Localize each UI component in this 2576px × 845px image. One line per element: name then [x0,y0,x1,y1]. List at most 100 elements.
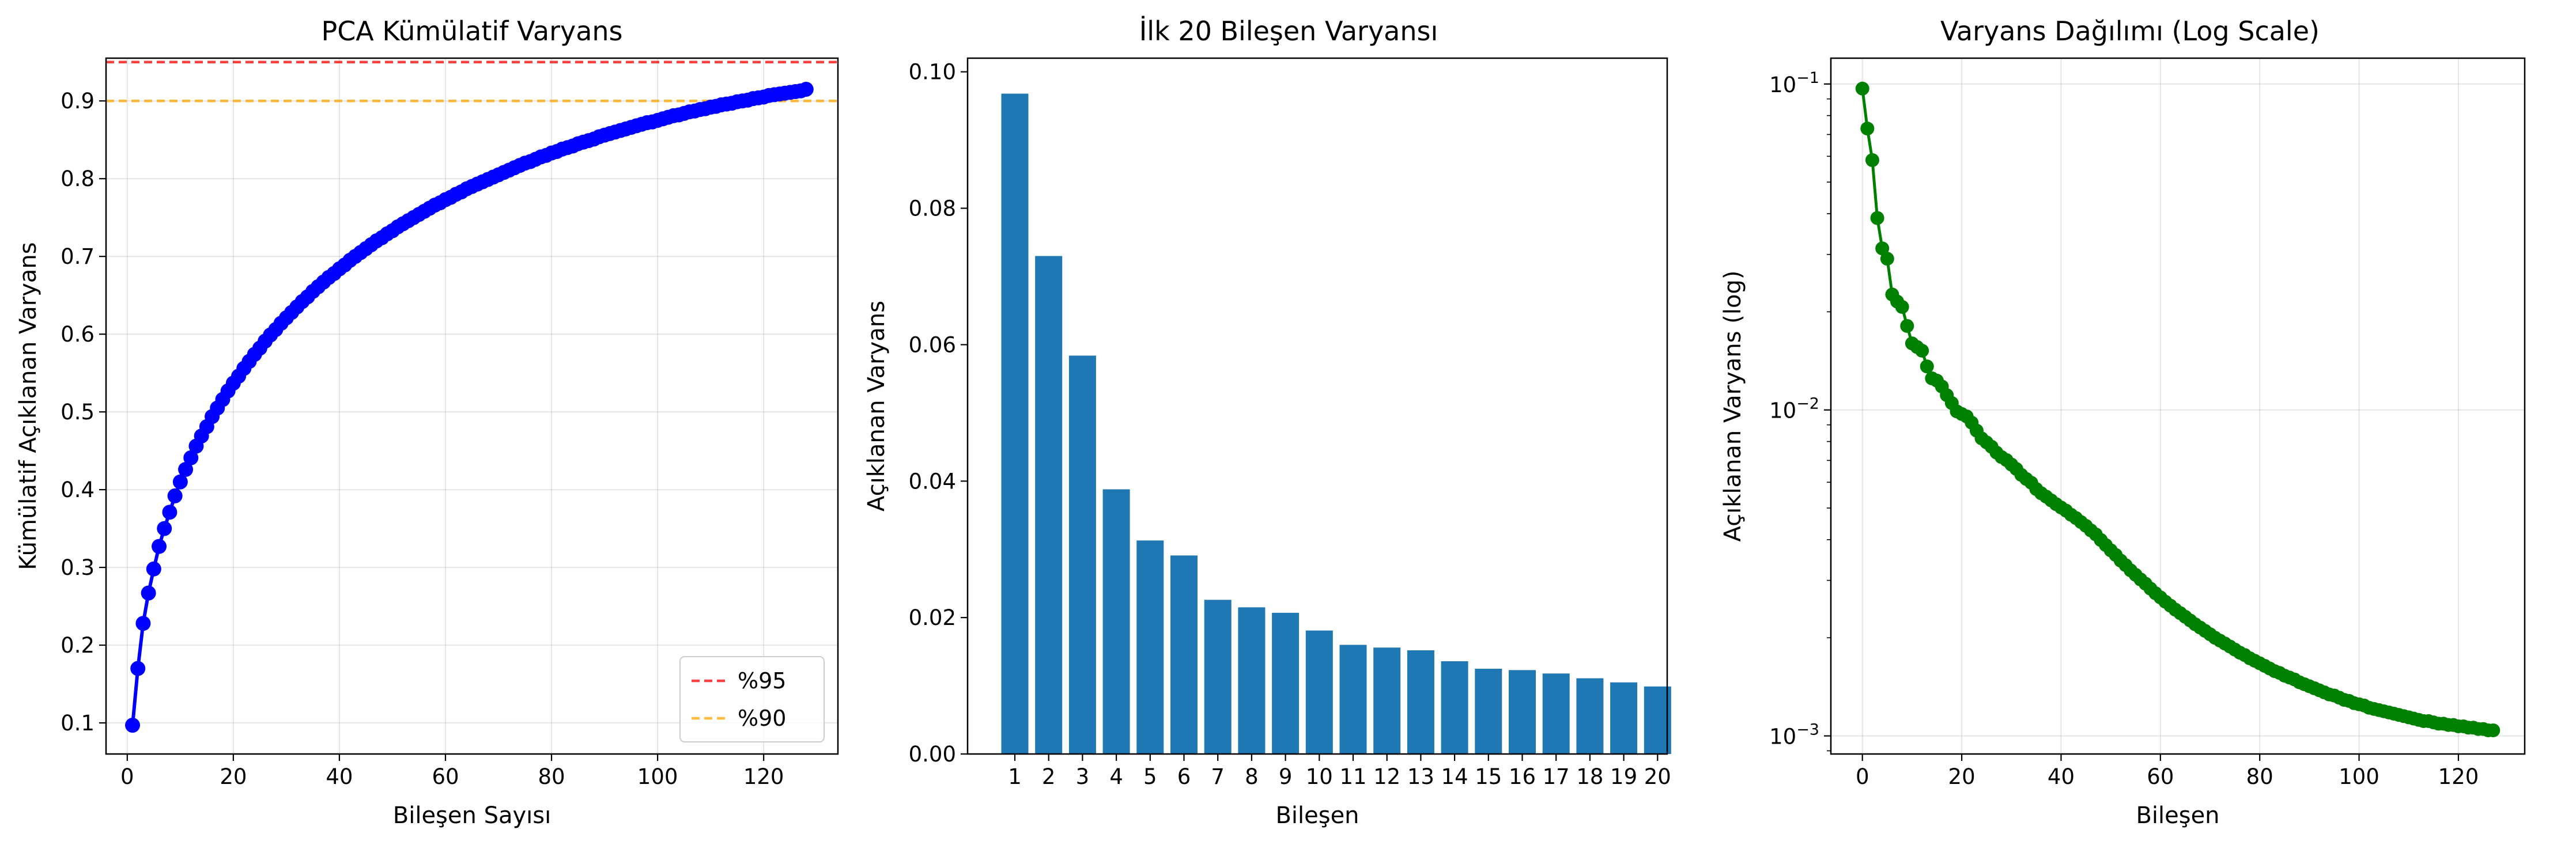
y-axis-label: Kümülatif Açıklanan Varyans [15,242,41,570]
bar [1001,93,1029,754]
y-tick-label: 0.9 [61,89,95,113]
x-tick-label: 14 [1441,764,1468,789]
x-tick-label: 9 [1279,764,1293,789]
data-point [798,81,814,97]
legend-label-95: %95 [738,668,786,694]
bar [1610,682,1638,754]
bar [1170,555,1198,754]
x-tick-label: 80 [538,764,565,789]
x-tick-label: 100 [2339,764,2379,789]
chart-title: İlk 20 Bileşen Varyansı [1139,16,1438,47]
bar [1542,673,1570,754]
y-tick-label: 0.10 [909,60,956,85]
x-tick-label: 1 [1008,764,1022,789]
bar [1102,489,1130,754]
y-tick-label: 0.02 [909,605,956,630]
data-point [1895,300,1909,314]
x-tick-label: 18 [1576,764,1603,789]
x-axis-label: Bileşen Sayısı [393,802,551,829]
data-point [146,561,161,577]
x-tick-label: 13 [1407,764,1434,789]
bar [1068,355,1096,754]
data-point [1915,343,1929,358]
log-variance-chart: Varyans Dağılımı (Log Scale) 0 20 40 60 80 10… [1720,16,2526,829]
bar [1441,661,1468,754]
bar [1136,540,1164,754]
plot-frame [966,57,1668,755]
data-point [152,539,167,554]
chart-title: Varyans Dağılımı (Log Scale) [1940,16,2320,47]
x-tick-label: 60 [2147,764,2174,789]
data-point [1875,241,1890,256]
x-tick-label: 11 [1339,764,1366,789]
bar [1576,678,1604,754]
y-tick-label: 0.8 [61,166,95,191]
x-tick-label: 20 [1644,764,1671,789]
data-point [167,488,183,503]
y-tick-label: 10−2 [1769,395,1819,423]
y-tick-label: 0.00 [909,742,956,767]
y-tick-label: 0.5 [61,400,95,425]
data-point [130,661,146,676]
y-tick-label: 10−1 [1769,69,1819,97]
y-tick-label: 0.08 [909,196,956,221]
x-tick-label: 7 [1211,764,1225,789]
x-tick-label: 12 [1373,764,1400,789]
x-tick-label: 17 [1543,764,1570,789]
y-tick-label: 0.04 [909,469,956,494]
bar [1509,670,1536,754]
y-axis-label: Açıklanan Varyans (log) [1720,271,1746,542]
legend-label-90: %90 [738,706,786,731]
data-point [1855,81,1869,96]
y-tick-label: 10−3 [1769,721,1819,749]
x-tick-label: 15 [1475,764,1502,789]
y-tick-label: 0.4 [61,478,95,502]
x-tick-label: 40 [2048,764,2075,789]
x-tick-label: 2 [1042,764,1056,789]
first-20-components-bar-chart: İlk 20 Bileşen Varyansı 1 2 3 4 5 6 7 8 9 10 11 12 1… [863,16,1671,829]
bar [1204,600,1232,754]
data-point [2486,723,2501,737]
data-point [157,521,172,536]
x-tick-label: 8 [1245,764,1259,789]
x-tick-label: 100 [637,764,678,789]
data-point [162,505,177,520]
data-point [1880,252,1894,266]
data-point [1900,319,1914,333]
y-tick-label: 0.3 [61,555,95,580]
bar [1305,630,1333,754]
legend-box [679,656,825,742]
y-tick-label: 0.06 [909,332,956,357]
x-tick-label: 3 [1076,764,1090,789]
data-point [1860,122,1875,136]
x-tick-label: 0 [120,764,134,789]
data-point [135,616,151,631]
y-tick-label: 0.2 [61,633,95,658]
chart-title: PCA Kümülatif Varyans [321,16,622,47]
x-tick-label: 80 [2246,764,2273,789]
plot-frame [105,57,839,755]
x-tick-label: 6 [1177,764,1191,789]
y-tick-label: 0.6 [61,322,95,347]
data-point [141,585,156,601]
data-point [183,450,199,465]
x-tick-label: 20 [220,764,247,789]
x-tick-label: 16 [1509,764,1536,789]
data-point [125,718,141,733]
y-tick-label: 0.1 [61,711,95,736]
data-point [1870,211,1884,225]
x-tick-label: 120 [743,764,784,789]
data-point [1865,153,1879,167]
x-tick-label: 60 [432,764,459,789]
x-axis-label: Bileşen [2136,802,2219,829]
cumulative-variance-chart: PCA Kümülatif Varyans 0 20 40 60 80 100 120 0.1… [15,16,839,829]
x-tick-label: 4 [1109,764,1123,789]
x-tick-label: 20 [1948,764,1976,789]
bar [1272,612,1300,754]
bar [1238,607,1266,754]
x-tick-label: 10 [1306,764,1333,789]
bar [1407,650,1434,754]
x-tick-label: 0 [1856,764,1869,789]
bar [1373,647,1401,754]
